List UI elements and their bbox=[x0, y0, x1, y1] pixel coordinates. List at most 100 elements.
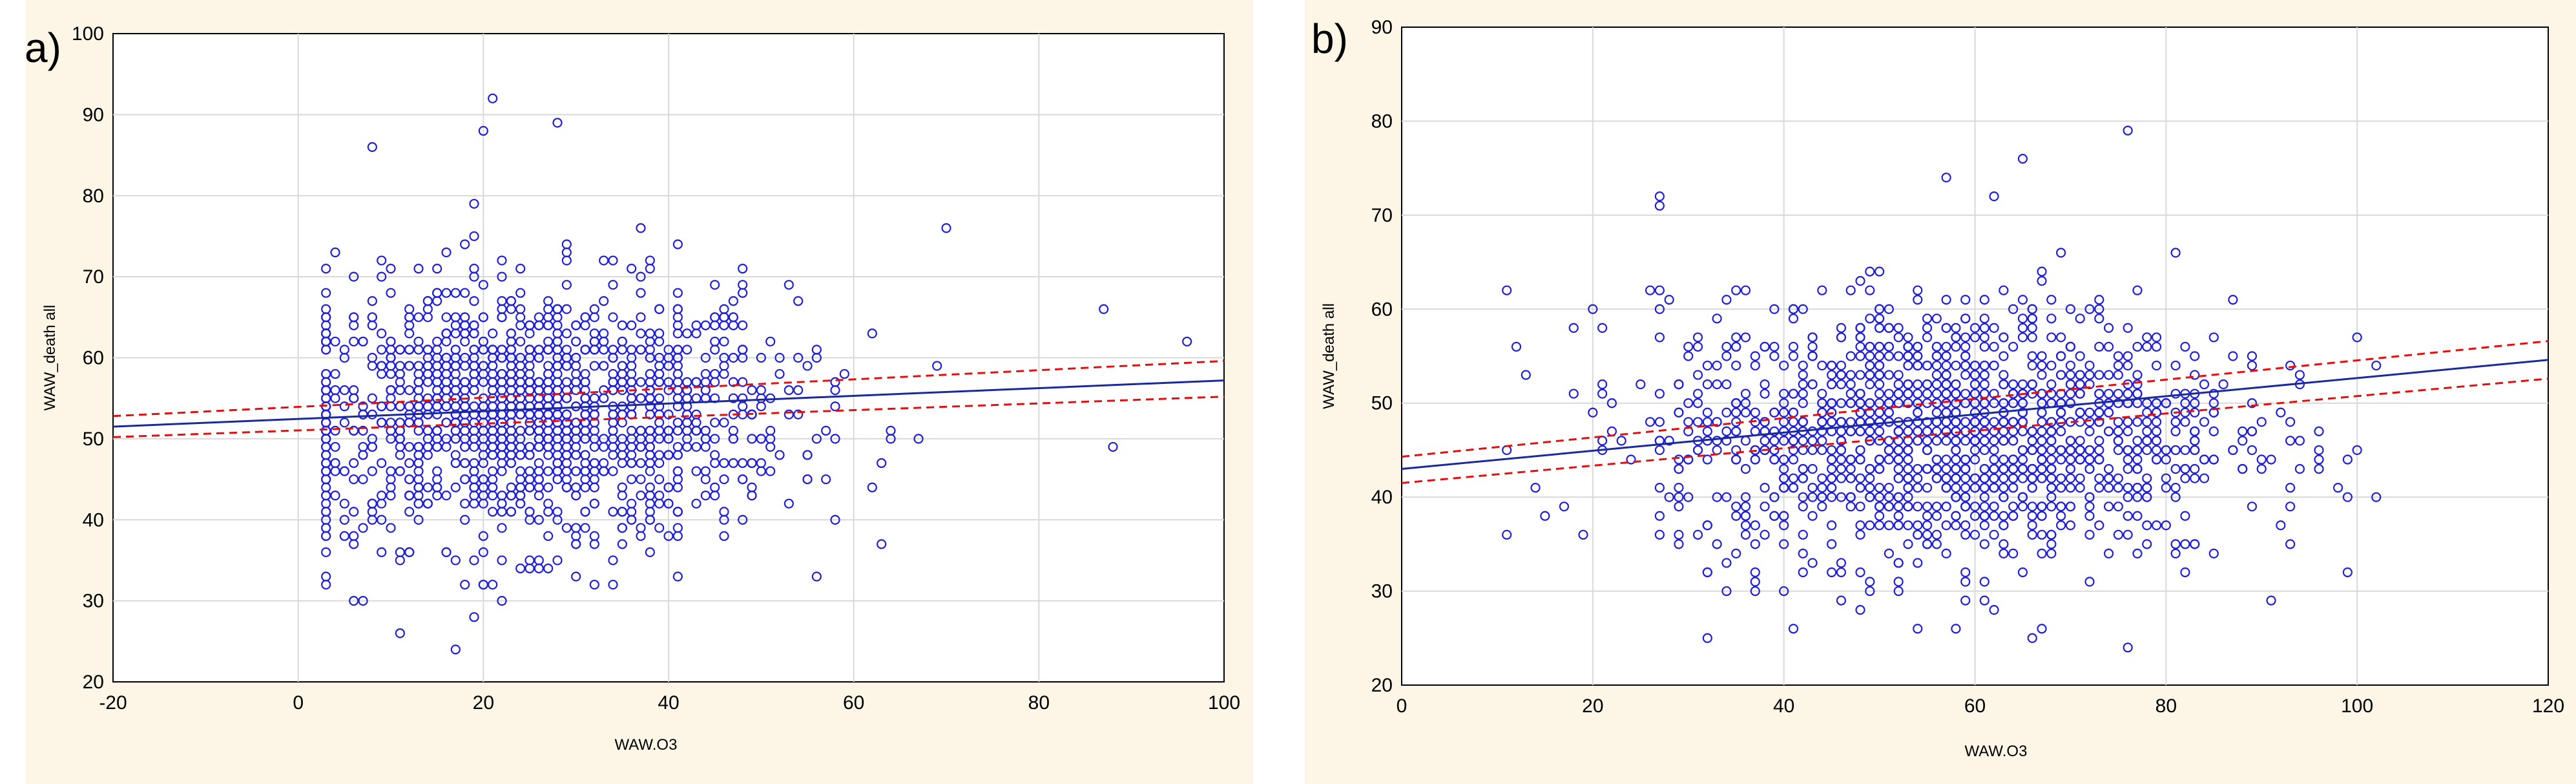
scatter-point bbox=[1702, 407, 1712, 418]
scatter-point bbox=[1893, 511, 1904, 521]
scatter-point bbox=[2008, 341, 2019, 352]
scatter-point bbox=[2132, 445, 2143, 456]
scatter-point bbox=[1874, 426, 1885, 436]
scatter-point bbox=[460, 458, 470, 469]
scatter-point bbox=[1960, 454, 1971, 465]
scatter-point bbox=[2132, 548, 2143, 559]
scatter-point bbox=[1664, 295, 1674, 305]
scatter-point bbox=[2208, 332, 2219, 343]
scatter-point bbox=[2142, 482, 2152, 493]
scatter-point bbox=[469, 361, 479, 371]
scatter-point bbox=[1731, 548, 1741, 559]
y-tick-label: 50 bbox=[1371, 393, 1393, 414]
scatter-point bbox=[413, 514, 424, 525]
scatter-point bbox=[1769, 445, 1780, 456]
scatter-point bbox=[1884, 341, 1894, 352]
scatter-point bbox=[571, 320, 581, 330]
scatter-point bbox=[2113, 445, 2123, 456]
scatter-point bbox=[2180, 473, 2190, 483]
scatter-point bbox=[1836, 558, 1847, 568]
scatter-point bbox=[2151, 436, 2162, 446]
scatter-point bbox=[627, 393, 637, 403]
scatter-point bbox=[2266, 454, 2276, 465]
outlier-point bbox=[608, 579, 618, 590]
scatter-point bbox=[1969, 370, 1980, 380]
scatter-point bbox=[1836, 323, 1847, 333]
scatter-point bbox=[497, 498, 507, 509]
scatter-point bbox=[488, 368, 498, 379]
scatter-point bbox=[321, 507, 331, 517]
scatter-point bbox=[599, 328, 609, 339]
scatter-point bbox=[2046, 313, 2057, 324]
scatter-point bbox=[488, 450, 498, 460]
scatter-point bbox=[1979, 417, 1989, 427]
scatter-point bbox=[2056, 482, 2066, 493]
scatter-point bbox=[2046, 492, 2057, 502]
y-tick-label: 80 bbox=[1371, 111, 1393, 132]
scatter-point bbox=[1999, 548, 2009, 559]
scatter-point bbox=[386, 361, 396, 371]
scatter-point bbox=[1969, 445, 1980, 456]
scatter-point bbox=[1931, 341, 1942, 352]
scatter-point bbox=[2084, 304, 2095, 314]
scatter-point bbox=[2238, 436, 2248, 446]
scatter-point bbox=[1951, 482, 1961, 493]
scatter-point bbox=[1788, 454, 1799, 465]
scatter-point bbox=[441, 385, 452, 396]
scatter-point bbox=[543, 482, 554, 493]
scatter-point bbox=[321, 450, 331, 460]
scatter-point bbox=[654, 336, 665, 347]
scatter-point bbox=[617, 344, 627, 355]
scatter-point bbox=[552, 304, 563, 314]
scatter-point bbox=[1960, 577, 1971, 587]
scatter-point bbox=[1865, 379, 1875, 390]
scatter-point bbox=[2113, 370, 2123, 380]
scatter-point bbox=[2046, 454, 2057, 465]
scatter-point bbox=[1913, 285, 1923, 295]
scatter-point bbox=[525, 482, 535, 493]
scatter-point bbox=[1913, 295, 1923, 305]
scatter-point bbox=[1941, 454, 1951, 465]
scatter-point bbox=[728, 296, 738, 306]
scatter-point bbox=[1836, 360, 1847, 371]
scatter-point bbox=[377, 401, 387, 412]
scatter-point bbox=[1692, 398, 1703, 408]
scatter-point bbox=[2084, 502, 2095, 512]
scatter-point bbox=[1855, 454, 1865, 465]
scatter-point bbox=[1865, 341, 1875, 352]
scatter-point bbox=[1750, 586, 1760, 597]
x-tick-label: 60 bbox=[843, 692, 864, 714]
scatter-point bbox=[497, 596, 507, 606]
scatter-point bbox=[1827, 370, 1837, 380]
scatter-point bbox=[2142, 436, 2152, 446]
scatter-point bbox=[1731, 511, 1741, 521]
scatter-point bbox=[497, 352, 507, 363]
scatter-point bbox=[469, 385, 479, 396]
outlier-point bbox=[2123, 125, 2133, 136]
scatter-point bbox=[2046, 388, 2057, 399]
scatter-point bbox=[2123, 388, 2133, 399]
scatter-point bbox=[2094, 295, 2104, 305]
scatter-point bbox=[478, 458, 488, 469]
scatter-point bbox=[636, 458, 646, 469]
scatter-point bbox=[1740, 502, 1751, 512]
scatter-point bbox=[1798, 304, 1808, 314]
x-tick-label: -20 bbox=[99, 692, 127, 714]
scatter-point bbox=[1979, 482, 1989, 493]
scatter-point bbox=[2123, 511, 2133, 521]
scatter-point bbox=[1645, 285, 1656, 295]
scatter-point bbox=[617, 539, 627, 549]
scatter-point bbox=[719, 514, 729, 525]
scatter-point bbox=[339, 531, 349, 541]
scatter-point bbox=[691, 328, 701, 339]
scatter-point bbox=[691, 466, 701, 476]
scatter-point bbox=[1807, 436, 1818, 446]
scatter-point bbox=[1922, 417, 1933, 427]
scatter-point bbox=[441, 434, 452, 444]
scatter-point bbox=[2113, 351, 2123, 361]
scatter-point bbox=[1941, 473, 1951, 483]
scatter-point bbox=[1836, 492, 1847, 502]
outlier-point bbox=[1654, 200, 1665, 211]
scatter-point bbox=[2113, 398, 2123, 408]
